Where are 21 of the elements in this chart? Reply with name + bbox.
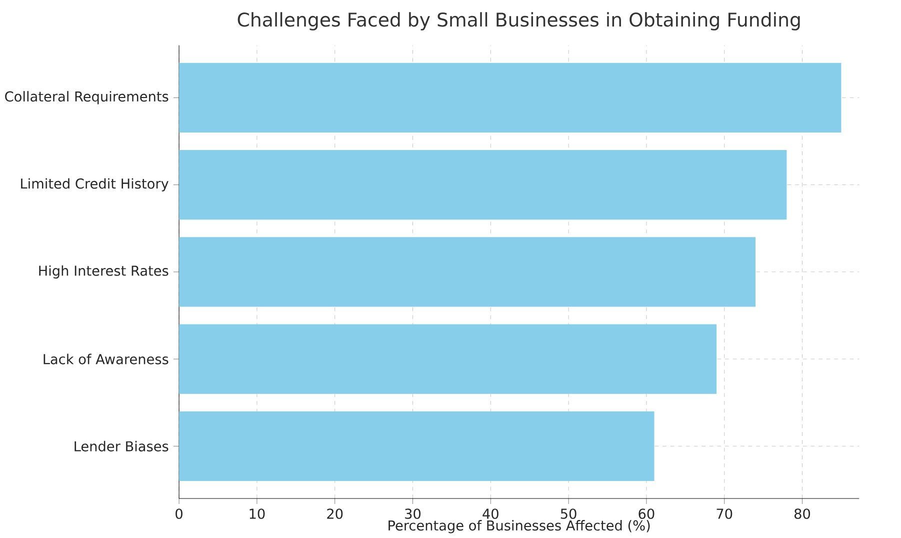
x-tick-label: 60 — [638, 508, 654, 520]
x-tick-label: 0 — [176, 508, 182, 520]
x-tick-label: 20 — [327, 508, 343, 520]
y-tick-label: Limited Credit History — [21, 178, 168, 192]
bar — [179, 150, 787, 220]
chart-title: Challenges Faced by Small Businesses in Obtaining Funding — [238, 12, 800, 31]
x-tick-label: 50 — [560, 508, 576, 520]
y-tick-label: Lender Biases — [74, 441, 168, 452]
y-tick-label: Lack of Awareness — [44, 354, 168, 365]
bar — [179, 324, 717, 394]
bar — [179, 63, 842, 133]
x-axis-title: Percentage of Businesses Affected (%) — [388, 520, 650, 534]
y-tick-label: High Interest Rates — [39, 266, 168, 279]
bar — [179, 237, 756, 307]
bar — [179, 412, 654, 482]
x-tick-label: 40 — [482, 508, 498, 520]
x-tick-label: 10 — [250, 508, 265, 520]
y-tick-label: Collateral Requirements — [5, 91, 168, 104]
x-tick-label: 80 — [794, 508, 810, 520]
x-tick-label: 70 — [716, 508, 732, 520]
x-tick-label: 30 — [405, 508, 421, 520]
